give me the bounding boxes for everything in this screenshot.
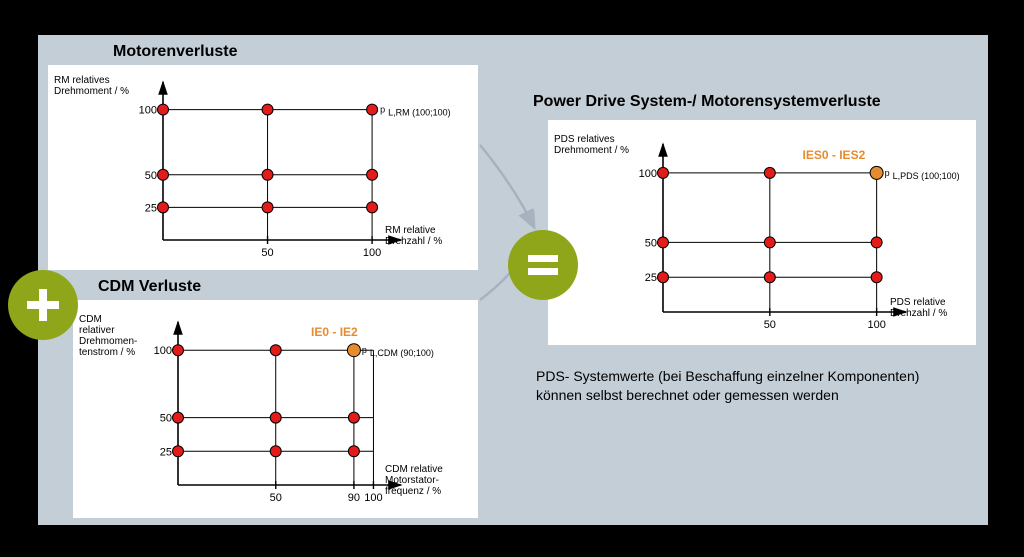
svg-text:25: 25 [160, 446, 172, 458]
plus-operator [8, 270, 78, 340]
svg-text:frequenz / %: frequenz / % [385, 486, 441, 497]
svg-text:Drehmoment / %: Drehmoment / % [554, 145, 629, 156]
svg-text:CDM relative: CDM relative [385, 464, 443, 475]
svg-text:Drehmomen-: Drehmomen- [79, 336, 137, 347]
pds-note: PDS- Systemwerte (bei Beschaffung einzel… [536, 367, 966, 405]
svg-text:PDS relative: PDS relative [890, 297, 946, 308]
svg-text:L,RM (100;100): L,RM (100;100) [388, 108, 451, 118]
svg-text:25: 25 [145, 202, 157, 214]
svg-text:relativer: relativer [79, 325, 115, 336]
svg-text:RM relatives: RM relatives [54, 75, 110, 86]
svg-text:Drehzahl / %: Drehzahl / % [890, 308, 947, 319]
svg-text:50: 50 [270, 492, 282, 504]
equals-operator [508, 230, 578, 300]
svg-text:100: 100 [139, 105, 157, 117]
svg-text:50: 50 [261, 247, 273, 259]
svg-text:90: 90 [348, 492, 360, 504]
svg-text:p: p [885, 168, 890, 178]
svg-text:Drehzahl / %: Drehzahl / % [385, 236, 442, 247]
svg-text:L,PDS (100;100): L,PDS (100;100) [893, 171, 960, 181]
svg-text:50: 50 [764, 319, 776, 331]
svg-text:RM relative: RM relative [385, 225, 436, 236]
svg-text:p: p [362, 345, 367, 355]
svg-text:CDM: CDM [79, 314, 102, 325]
svg-text:100: 100 [364, 492, 382, 504]
cdm-chart: 25 50 100 50 90 100 CDMrelativerDrehmomen-tens… [73, 300, 478, 518]
pds-chart: 25 50 100 50 100 PDS relativesDrehmoment / % P… [548, 120, 976, 345]
svg-text:100: 100 [639, 168, 657, 180]
pds-chart-title: Power Drive System-/ Motorensystemverlus… [533, 93, 881, 111]
equals-icon [523, 245, 563, 285]
svg-text:100: 100 [867, 319, 885, 331]
svg-text:IE0 - IE2: IE0 - IE2 [311, 325, 358, 339]
svg-text:PDS relatives: PDS relatives [554, 134, 615, 145]
pds-note-line1: PDS- Systemwerte (bei Beschaffung einzel… [536, 368, 919, 384]
svg-text:Motorstator-: Motorstator- [385, 475, 439, 486]
svg-text:p: p [380, 105, 385, 115]
svg-text:L,CDM (90;100): L,CDM (90;100) [370, 348, 434, 358]
svg-text:100: 100 [154, 345, 172, 357]
svg-text:100: 100 [363, 247, 381, 259]
svg-text:50: 50 [145, 170, 157, 182]
plus-icon [23, 285, 63, 325]
svg-text:IES0 - IES2: IES0 - IES2 [803, 148, 866, 162]
svg-text:50: 50 [160, 413, 172, 425]
cdm-chart-title: CDM Verluste [98, 278, 201, 296]
svg-text:Drehmoment / %: Drehmoment / % [54, 86, 129, 97]
svg-text:tenstrom / %: tenstrom / % [79, 347, 135, 358]
motor-chart-title: Motorenverluste [113, 43, 237, 61]
svg-text:25: 25 [645, 272, 657, 284]
svg-text:50: 50 [645, 237, 657, 249]
motor-chart: 25 50 100 50 100 RM relativesDrehmoment / % RM… [48, 65, 478, 270]
pds-note-line2: können selbst berechnet oder gemessen we… [536, 387, 839, 403]
